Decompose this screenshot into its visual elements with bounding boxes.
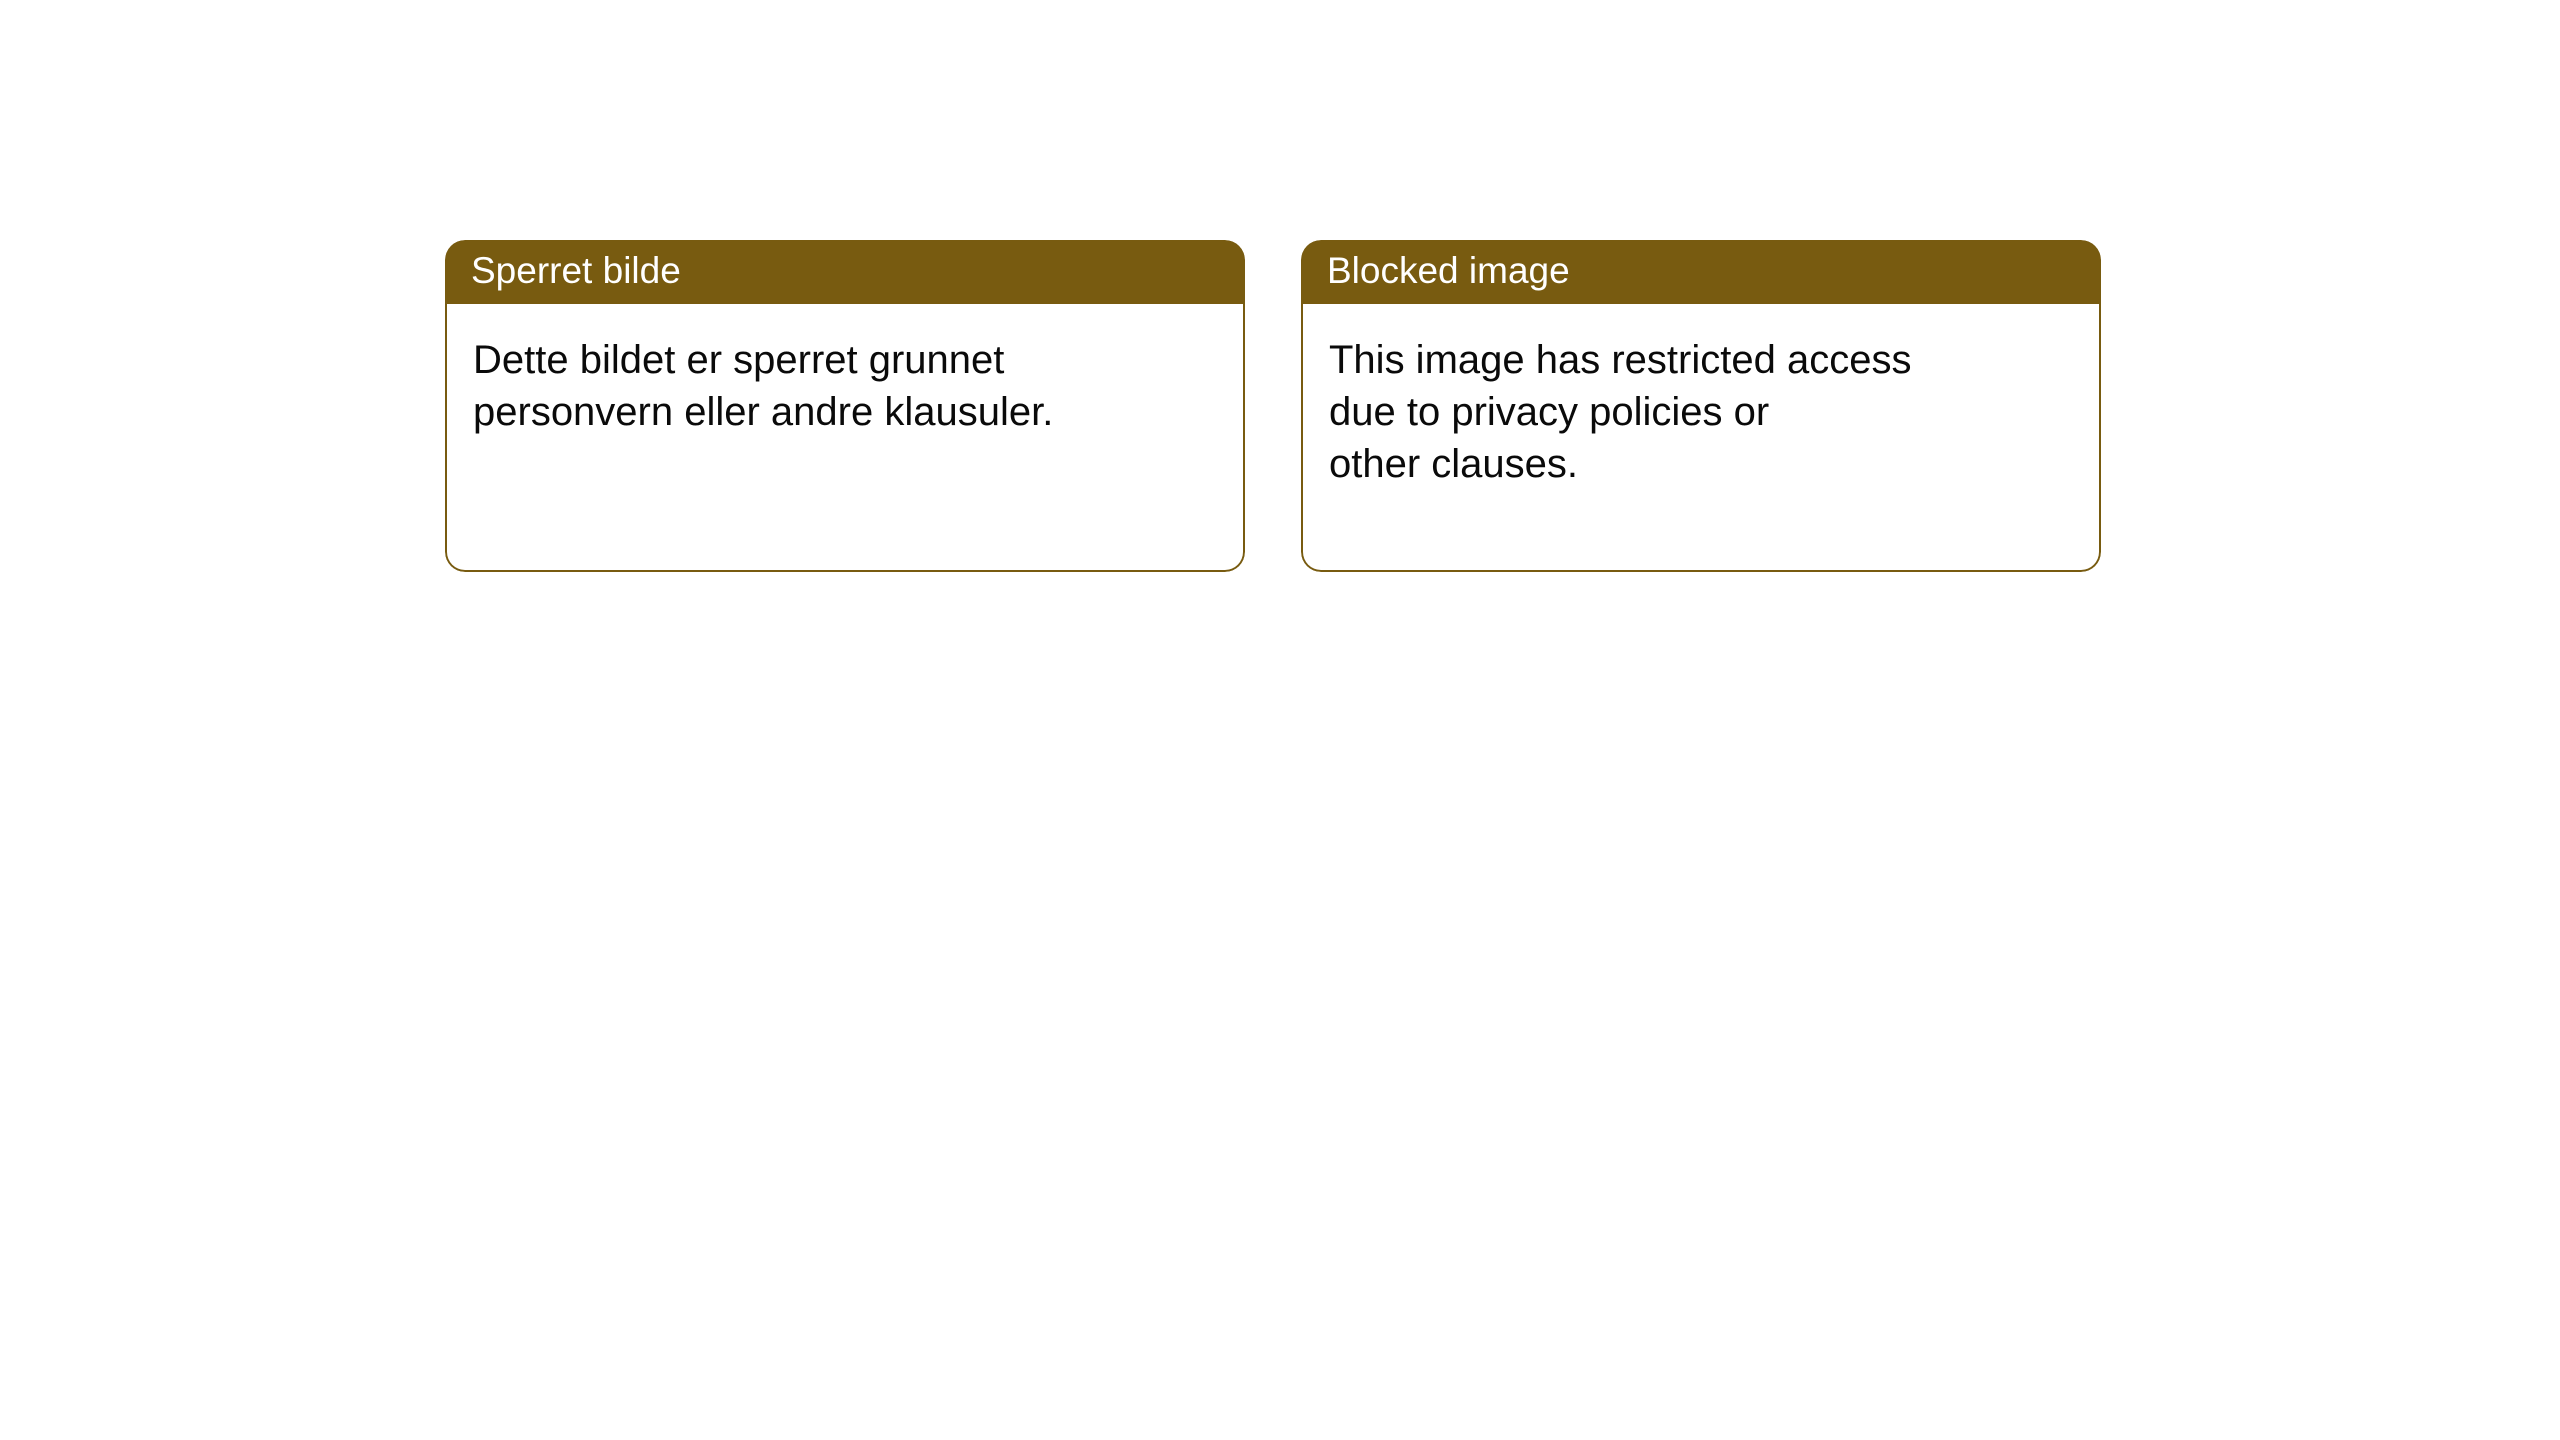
- card-body-text: Dette bildet er sperret grunnet personve…: [473, 338, 1053, 434]
- card-header: Sperret bilde: [445, 240, 1245, 304]
- card-header-title: Blocked image: [1327, 250, 1570, 291]
- card-body-text: This image has restricted access due to …: [1329, 338, 1911, 486]
- notice-card-norwegian: Sperret bilde Dette bildet er sperret gr…: [445, 240, 1245, 572]
- notice-card-english: Blocked image This image has restricted …: [1301, 240, 2101, 572]
- card-header-title: Sperret bilde: [471, 250, 681, 291]
- card-body: This image has restricted access due to …: [1301, 304, 2101, 572]
- notice-cards-container: Sperret bilde Dette bildet er sperret gr…: [0, 0, 2560, 572]
- card-body: Dette bildet er sperret grunnet personve…: [445, 304, 1245, 572]
- card-header: Blocked image: [1301, 240, 2101, 304]
